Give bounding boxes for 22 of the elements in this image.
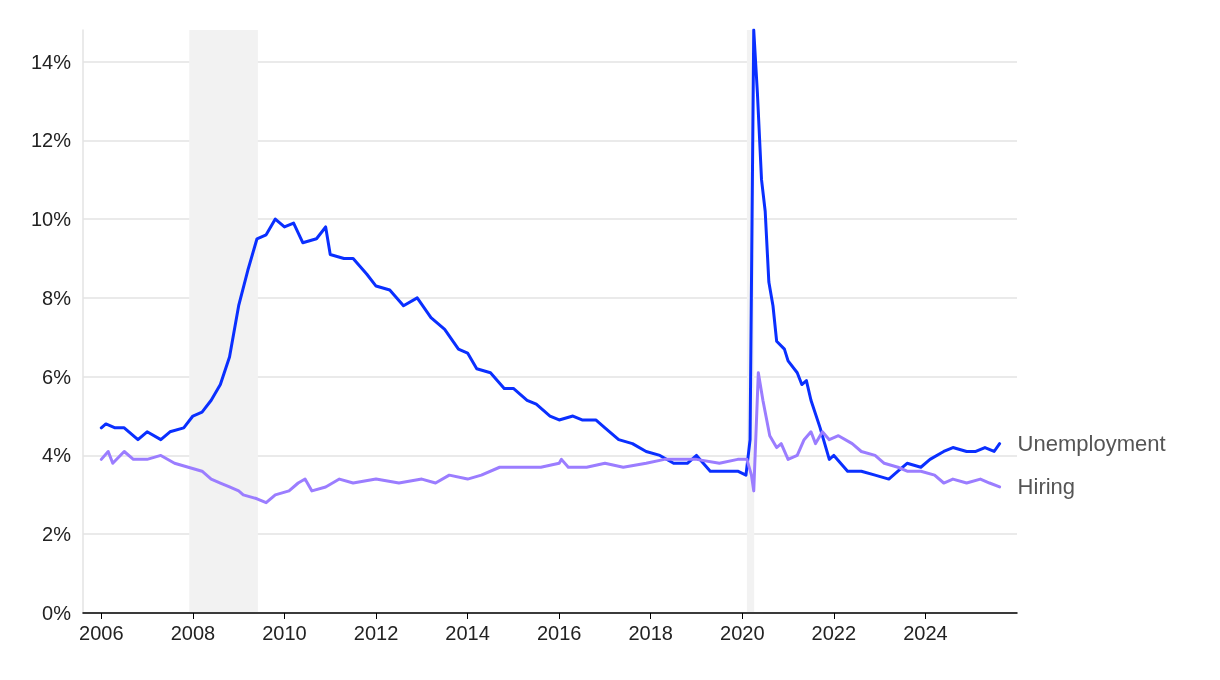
line-series [99,371,1002,505]
x-tick-label: 2022 [811,622,857,644]
x-tick-label: 2014 [445,622,490,644]
x-tick-label: 2016 [536,622,582,644]
series-label: Hiring [1017,474,1076,500]
y-tick-label: 0% [42,602,72,624]
x-tick-label: 2010 [262,622,307,644]
y-tick-label: 10% [30,208,72,231]
y-tick-label: 8% [42,286,72,309]
series-label: Unemployment [1017,431,1166,457]
y-tick-label: 6% [42,365,72,388]
y-tick-label: 2% [42,523,72,546]
x-tick-label: 2008 [170,622,216,644]
x-tick-label: 2006 [79,622,124,644]
x-tick-label: 2012 [353,622,399,644]
x-tick-label: 2020 [720,622,765,644]
y-tick-label: 4% [42,444,72,467]
y-tick-label: 12% [30,129,72,152]
x-tick-label: 2024 [903,622,948,644]
line-series [99,28,1002,481]
y-tick-label: 14% [30,50,72,73]
x-tick-label: 2018 [628,622,673,644]
